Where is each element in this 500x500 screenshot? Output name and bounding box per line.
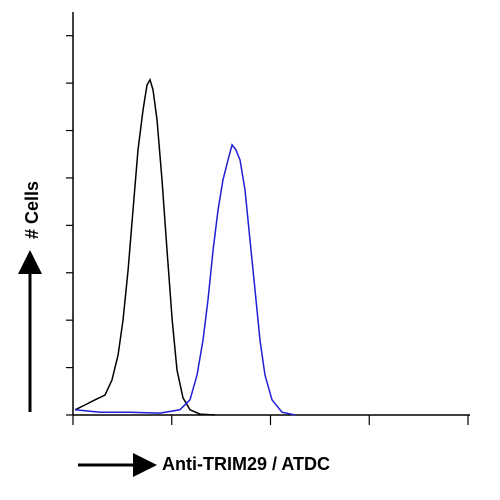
y-axis-label: # Cells — [22, 181, 42, 239]
histogram-line — [75, 143, 296, 416]
histogram-line — [74, 77, 216, 416]
x-axis-label: Anti-TRIM29 / ATDC — [162, 454, 330, 474]
